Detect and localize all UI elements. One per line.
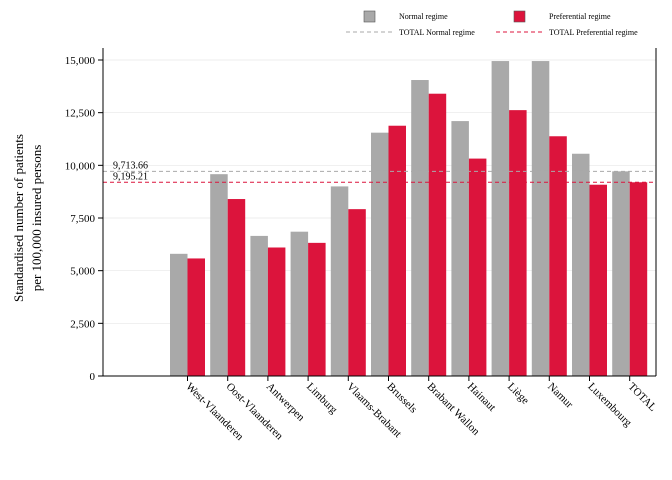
bar-preferential-regime: [509, 110, 527, 376]
bar-normal-regime: [572, 153, 590, 376]
bar-preferential-regime: [187, 258, 205, 376]
y-axis-title-line2: per 100,000 insured persons: [29, 145, 44, 292]
y-tick-label: 12,500: [65, 108, 96, 120]
bar-normal-regime: [491, 61, 510, 376]
bar-normal-regime: [531, 61, 550, 376]
bar-preferential-regime: [308, 242, 326, 376]
bar-preferential-regime: [629, 182, 648, 376]
bar-preferential-regime: [428, 93, 447, 376]
y-tick-label: 2,500: [70, 318, 95, 330]
bar-normal-regime: [330, 186, 349, 376]
bar-preferential-regime: [589, 184, 607, 376]
bars: [170, 61, 648, 377]
legend-label-normal: Normal regime: [399, 12, 448, 21]
bar-normal-regime: [210, 174, 228, 376]
bar-normal-regime: [250, 235, 268, 376]
bar-normal-regime: [451, 121, 469, 377]
legend: Normal regime Preferential regime TOTAL …: [346, 10, 638, 37]
y-tick-label: 0: [90, 371, 96, 383]
y-tick-label: 15,000: [65, 55, 96, 67]
bar-preferential-regime: [267, 247, 286, 376]
bar-normal-regime: [411, 80, 429, 376]
x-tick-label: Hainaut: [465, 381, 498, 414]
bar-preferential-regime: [549, 136, 567, 376]
bar-preferential-regime: [388, 125, 406, 376]
reference-lines: 9,713.669,195.21: [103, 160, 656, 183]
legend-label-total-normal: TOTAL Normal regime: [399, 28, 475, 37]
bar-normal-regime: [290, 231, 309, 376]
x-tick-label: Namur: [545, 381, 575, 411]
y-axis-ticks: 0 2,500 5,000 7,500 10,000 12,500 15,000: [65, 55, 103, 383]
x-tick-label: TOTAL: [626, 381, 659, 414]
bar-preferential-regime: [468, 158, 487, 376]
bar-normal-regime: [170, 253, 188, 376]
x-tick-label: Limburg: [304, 381, 340, 417]
reference-line-label: 9,195.21: [113, 171, 148, 182]
y-tick-label: 10,000: [65, 160, 96, 172]
bar-preferential-regime: [227, 199, 246, 376]
legend-swatch-preferential: [513, 10, 526, 23]
y-tick-label: 7,500: [70, 213, 95, 225]
x-tick-label: Brussels: [384, 381, 419, 416]
y-axis-title-line1: Standardised number of patients: [11, 134, 26, 302]
bar-normal-regime: [371, 132, 389, 376]
x-tick-label: Liège: [505, 381, 531, 407]
legend-label-total-preferential: TOTAL Preferential regime: [549, 28, 638, 37]
bar-preferential-regime: [348, 209, 366, 376]
reference-line-label: 9,713.66: [113, 160, 148, 171]
y-tick-label: 5,000: [70, 266, 95, 278]
bar-normal-regime: [612, 171, 630, 376]
x-axis-ticks: West-VlaanderenOost-VlaanderenAntwerpenL…: [183, 376, 659, 443]
legend-swatch-normal: [363, 10, 376, 23]
legend-label-preferential: Preferential regime: [549, 12, 611, 21]
